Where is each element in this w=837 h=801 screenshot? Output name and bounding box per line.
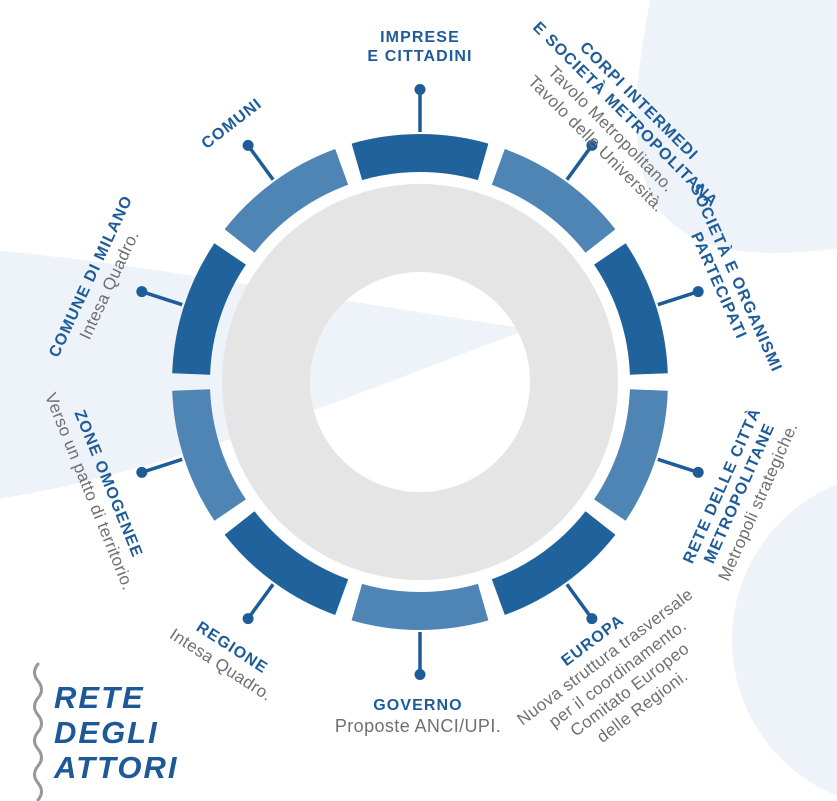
- leader-line-europa: [565, 583, 592, 617]
- ring-segment-imprese: [351, 133, 489, 181]
- leader-dot-milano: [136, 286, 148, 298]
- actor-label-governo: GOVERNO Proposte ANCI/UPI.: [335, 696, 501, 737]
- inner-gray-donut: [221, 183, 618, 581]
- ring-segment-societa: [594, 243, 668, 375]
- leader-line-milano: [144, 291, 183, 307]
- leader-dot-zone: [136, 466, 148, 478]
- leader-line-regione: [248, 583, 275, 617]
- actor-title: GOVERNO: [373, 696, 463, 714]
- leader-line-societa: [657, 291, 696, 307]
- ring-segment-comuni: [224, 149, 349, 253]
- ring-segment-corpi: [491, 149, 616, 253]
- leader-lines: [136, 84, 704, 680]
- ring-segment-rete-citta: [594, 389, 668, 521]
- footer-title: RETE DEGLI ATTORI: [54, 680, 179, 785]
- leader-dot-regione: [242, 613, 254, 625]
- ring-segment-regione: [224, 511, 349, 615]
- ring-segment-europa: [491, 511, 616, 615]
- background-circle-bottom-right: [732, 484, 837, 796]
- leader-dot-rete-citta: [692, 466, 704, 478]
- leader-line-corpi: [565, 147, 592, 181]
- actor-label-imprese-e-cittadini: IMPRESE E CITTADINI: [367, 28, 472, 66]
- squiggle-bracket-icon: [33, 662, 43, 801]
- ring-segment-zone: [172, 389, 246, 521]
- leader-dot-governo: [414, 669, 426, 680]
- leader-dot-corpi: [586, 139, 598, 151]
- leader-line-comuni: [248, 147, 275, 181]
- leader-dot-comuni: [242, 139, 254, 151]
- background-swash-top-right: [636, 0, 837, 253]
- leader-line-rete-citta: [657, 457, 696, 473]
- leader-dot-societa: [692, 286, 704, 298]
- leader-line-zone: [144, 457, 183, 473]
- ring-segment-governo: [351, 583, 489, 631]
- actor-title: IMPRESE E CITTADINI: [367, 29, 473, 65]
- ring-segments: [172, 133, 668, 631]
- footer-title-block: RETE DEGLI ATTORI: [24, 662, 179, 801]
- ring-segment-milano: [172, 243, 246, 375]
- leader-dot-europa: [586, 613, 598, 625]
- leader-dot-imprese: [414, 84, 426, 95]
- actor-subtitle: Proposte ANCI/UPI.: [334, 715, 502, 736]
